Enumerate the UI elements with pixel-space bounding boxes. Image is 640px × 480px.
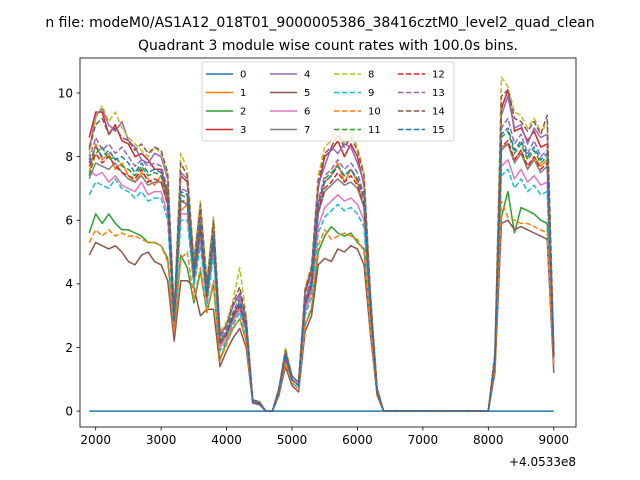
series-line-15: [88, 127, 555, 412]
y-tick-label: 4: [65, 277, 73, 291]
plot-frame: [79, 57, 577, 428]
x-tick-label: 9000: [538, 433, 569, 447]
x-tick-label: 7000: [408, 433, 439, 447]
y-tick-label: 2: [65, 341, 73, 355]
legend-label-2: 2: [240, 107, 246, 118]
x-tick-label: 8000: [473, 433, 504, 447]
y-tick-label: 8: [65, 150, 73, 164]
chart-title: Quadrant 3 module wise count rates with …: [138, 38, 518, 54]
legend-frame: [201, 61, 455, 142]
x-tick-label: 5000: [277, 433, 308, 447]
y-tick-label: 10: [58, 86, 73, 100]
legend-label-15: 15: [432, 125, 445, 136]
legend-label-13: 13: [432, 88, 445, 99]
legend-label-7: 7: [304, 125, 310, 136]
legend-label-1: 1: [240, 88, 246, 99]
legend-label-12: 12: [432, 70, 445, 81]
legend-label-14: 14: [432, 107, 445, 118]
x-offset-label: +4.0533e8: [509, 455, 576, 469]
legend-label-3: 3: [240, 125, 246, 136]
x-tick-label: 3000: [146, 433, 177, 447]
x-tick-label: 2000: [80, 433, 111, 447]
legend-label-0: 0: [240, 70, 246, 81]
series-line-9: [88, 168, 555, 412]
x-tick-label: 6000: [342, 433, 373, 447]
legend-label-9: 9: [368, 88, 374, 99]
series-line-13: [88, 117, 555, 412]
legend-label-10: 10: [368, 107, 381, 118]
plot-lines: [88, 76, 555, 412]
legend-label-4: 4: [304, 70, 310, 81]
legend-label-6: 6: [304, 107, 310, 118]
y-tick-label: 6: [65, 214, 73, 228]
axes-ticks: 2000 3000 4000 5000 6000 7000 8000 9000 0 2 4 6 8 10: [58, 86, 569, 447]
legend-label-5: 5: [304, 88, 310, 99]
x-tick-label: 4000: [211, 433, 242, 447]
series-line-14: [88, 89, 555, 412]
figure-suptitle: n file: modeM0/AS1A12_018T01_9000005386_…: [45, 15, 594, 31]
legend-label-8: 8: [368, 70, 374, 81]
legend-label-11: 11: [368, 125, 381, 136]
y-tick-label: 0: [65, 404, 73, 418]
